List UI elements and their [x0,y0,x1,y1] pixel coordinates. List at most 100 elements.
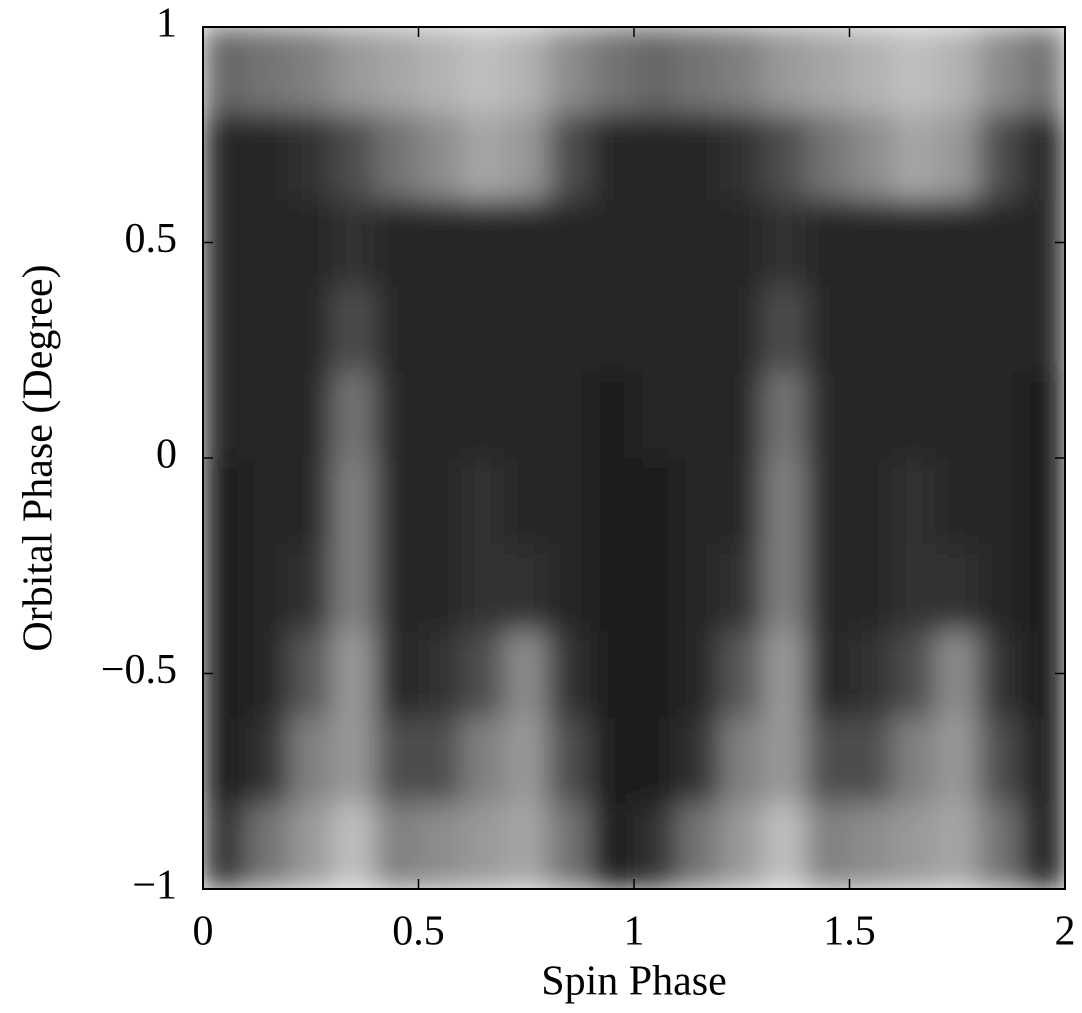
heatmap-cell [1021,285,1065,373]
heatmap-cell [676,543,721,631]
heatmap-cell [245,716,290,804]
heatmap-cell [849,27,894,114]
heatmap-cell [1021,802,1065,889]
heatmap-cell [547,27,592,114]
heatmap-cell [461,112,506,200]
heatmap-cell [762,543,807,631]
heatmap-cell [288,543,333,631]
heatmap-cell [203,371,247,459]
heatmap-cell [719,112,764,200]
y-tick-label: −1 [132,863,177,909]
heatmap-cell [288,802,333,889]
heatmap-cell [805,543,850,631]
heatmap-cell [633,457,678,545]
heatmap-cell [590,27,635,114]
heatmap [203,27,1065,889]
heatmap-cell [978,112,1023,200]
heatmap-cell [288,112,333,200]
heatmap-cell [633,629,678,718]
heatmap-cell [805,112,850,200]
heatmap-cell [978,716,1023,804]
heatmap-cell [288,629,333,718]
heatmap-cell [245,802,290,889]
heatmap-cell [504,198,549,287]
heatmap-cell [461,802,506,889]
y-tick-label: 0.5 [125,216,178,262]
heatmap-cell [892,285,937,373]
heatmap-cell [849,629,894,718]
heatmap-cell [849,371,894,459]
heatmap-cell [331,802,376,889]
heatmap-cell [892,27,937,114]
heatmap-cell [805,716,850,804]
heatmap-cell [374,198,419,287]
y-tick-label: 1 [156,1,177,47]
heatmap-cell [676,112,721,200]
heatmap-cell [461,371,506,459]
heatmap-cell [331,457,376,545]
heatmap-cell [935,285,980,373]
heatmap-cell [762,371,807,459]
heatmap-cell [892,198,937,287]
heatmap-cell [590,112,635,200]
heatmap-cell [374,629,419,718]
heatmap-cell [762,112,807,200]
heatmap-cell [590,629,635,718]
heatmap-cell [762,27,807,114]
heatmap-cell [245,543,290,631]
heatmap-cell [203,543,247,631]
heatmap-cell [288,285,333,373]
heatmap-cell [245,457,290,545]
heatmap-cell [978,629,1023,718]
heatmap-cell [461,285,506,373]
heatmap-cell [978,802,1023,889]
heatmap-cell [331,543,376,631]
heatmap-cells [203,27,1065,889]
heatmap-cell [849,716,894,804]
heatmap-cell [849,802,894,889]
heatmap-cell [633,112,678,200]
heatmap-cell [935,629,980,718]
heatmap-cell [547,198,592,287]
heatmap-cell [245,198,290,287]
heatmap-cell [805,27,850,114]
heatmap-cell [590,457,635,545]
heatmap-cell [418,629,463,718]
heatmap-cell [374,27,419,114]
heatmap-cell [547,112,592,200]
heatmap-cell [633,371,678,459]
heatmap-cell [849,198,894,287]
x-tick-label: 0 [193,909,214,955]
heatmap-cell [245,27,290,114]
heatmap-cell [935,457,980,545]
heatmap-cell [374,371,419,459]
heatmap-cell [245,629,290,718]
heatmap-cell [805,198,850,287]
heatmap-cell [203,457,247,545]
heatmap-cell [590,802,635,889]
heatmap-cell [461,457,506,545]
heatmap-cell [590,371,635,459]
heatmap-cell [633,802,678,889]
heatmap-cell [978,457,1023,545]
heatmap-cell [892,457,937,545]
heatmap-cell [978,27,1023,114]
heatmap-cell [203,27,247,114]
heatmap-cell [978,371,1023,459]
heatmap-cell [762,802,807,889]
heatmap-cell [418,371,463,459]
y-axis-label: Orbital Phase (Degree) [16,264,62,651]
heatmap-cell [374,112,419,200]
heatmap-cell [504,802,549,889]
heatmap-cell [633,285,678,373]
heatmap-cell [1021,716,1065,804]
heatmap-cell [719,371,764,459]
x-tick-label: 0.5 [392,909,445,955]
heatmap-cell [461,543,506,631]
heatmap-cell [203,802,247,889]
heatmap-cell [633,198,678,287]
heatmap-cell [676,285,721,373]
heatmap-cell [547,629,592,718]
heatmap-cell [762,716,807,804]
heatmap-cell [719,716,764,804]
